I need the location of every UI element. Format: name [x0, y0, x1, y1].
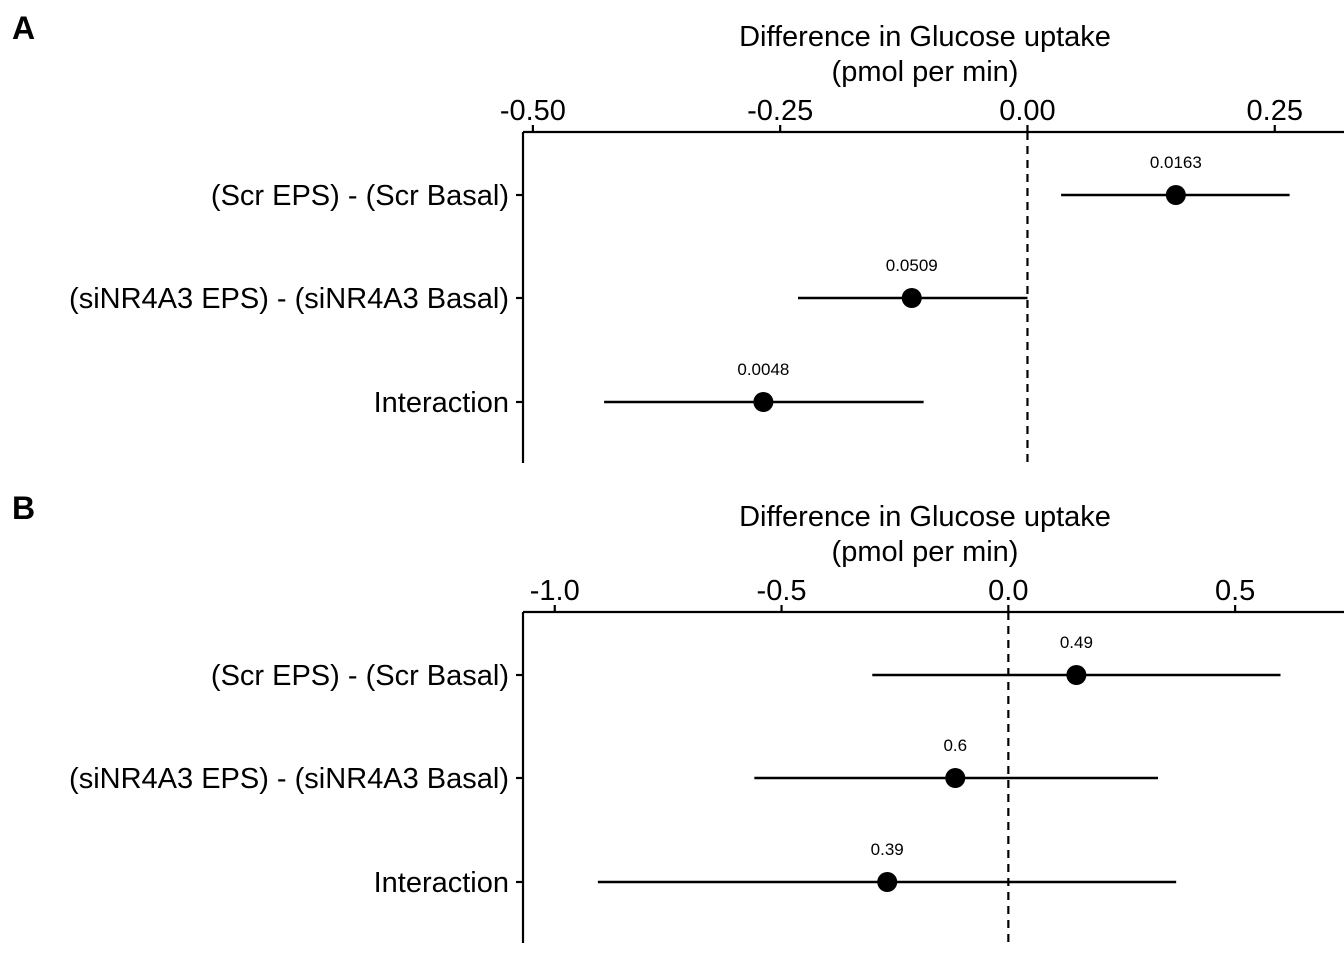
y-tick-label: Interaction	[374, 387, 509, 419]
panel-a: A Difference in Glucose uptake (pmol per …	[12, 10, 1344, 463]
point-estimate	[877, 872, 898, 892]
point-estimate	[1165, 185, 1186, 205]
x-tick-label: -0.50	[500, 95, 566, 127]
forest-plot-b: Difference in Glucose uptake(pmol per mi…	[69, 501, 1344, 943]
p-value-label: 0.0048	[737, 360, 789, 379]
p-value-label: 0.49	[1060, 633, 1093, 652]
panel-label: A	[12, 10, 36, 46]
x-tick-label: -0.5	[757, 575, 807, 607]
x-tick-label: -1.0	[530, 575, 580, 607]
x-tick-label: 0.25	[1247, 95, 1303, 127]
x-tick-label: 0.00	[999, 95, 1055, 127]
x-axis-title: (pmol per min)	[832, 536, 1019, 568]
point-estimate	[753, 392, 774, 412]
panel-b: B Difference in Glucose uptake (pmol per …	[0, 480, 1344, 960]
point-estimate	[901, 288, 922, 308]
x-tick-label: 0.5	[1215, 575, 1255, 607]
x-axis-title: (pmol per min)	[832, 56, 1019, 88]
y-tick-label: (Scr EPS) - (Scr Basal)	[211, 660, 509, 692]
p-value-label: 0.39	[871, 840, 904, 859]
y-tick-label: (Scr EPS) - (Scr Basal)	[211, 180, 509, 212]
point-estimate	[1066, 665, 1087, 685]
forest-plot-a: Difference in Glucose uptake(pmol per mi…	[69, 21, 1344, 463]
x-tick-label: -0.25	[747, 95, 813, 127]
p-value-label: 0.6	[943, 736, 967, 755]
p-value-label: 0.0509	[886, 256, 938, 275]
p-value-label: 0.0163	[1150, 153, 1202, 172]
x-tick-label: 0.0	[988, 575, 1028, 607]
panel-label: B	[12, 490, 36, 526]
y-tick-label: (siNR4A3 EPS) - (siNR4A3 Basal)	[69, 763, 509, 795]
x-axis-title: Difference in Glucose uptake	[739, 21, 1111, 53]
y-tick-label: (siNR4A3 EPS) - (siNR4A3 Basal)	[69, 283, 509, 315]
y-tick-label: Interaction	[374, 867, 509, 899]
point-estimate	[945, 768, 966, 788]
x-axis-title: Difference in Glucose uptake	[739, 501, 1111, 533]
